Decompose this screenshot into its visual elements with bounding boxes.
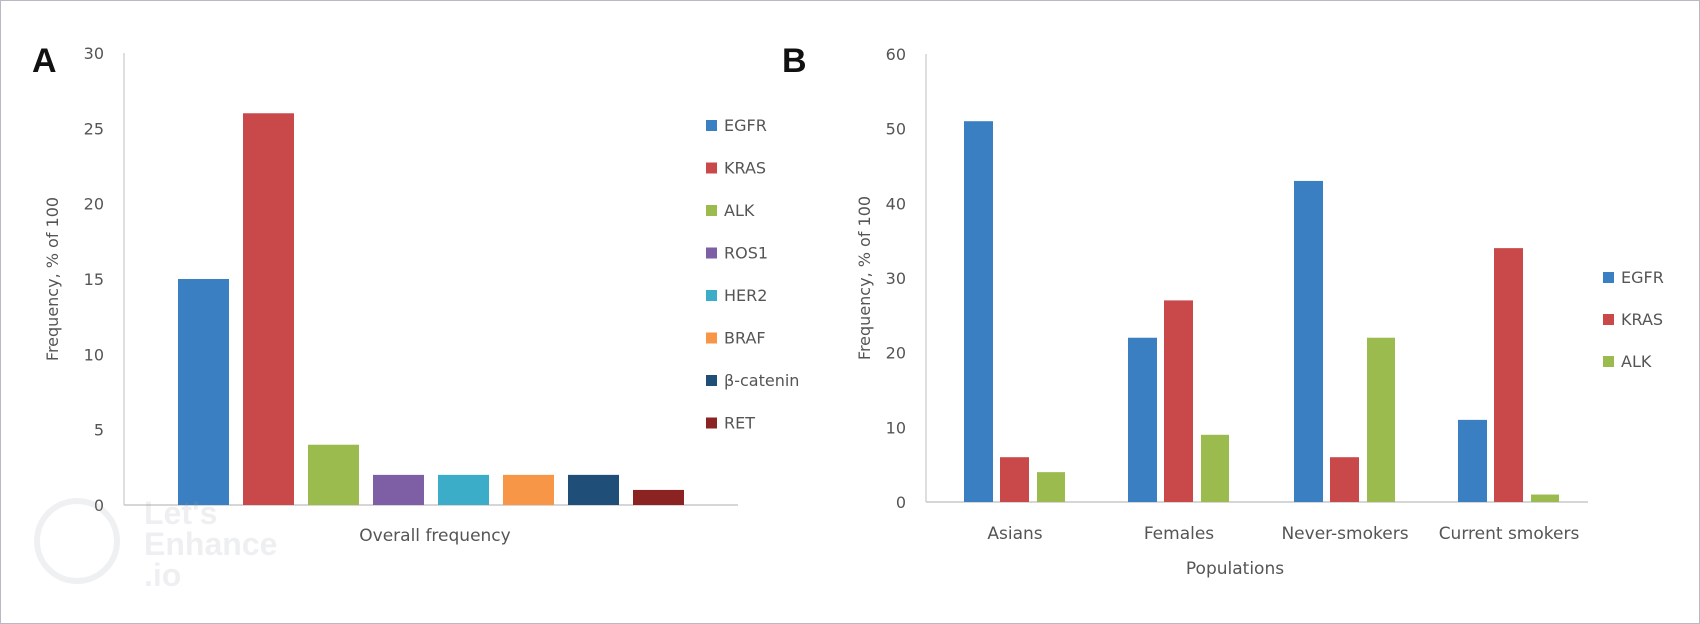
bar-her2 — [438, 474, 489, 505]
y-tick-label: 20 — [84, 195, 104, 214]
bar-ret — [633, 489, 684, 505]
bar-egfr-females — [1128, 337, 1157, 502]
y-tick-label: 15 — [84, 270, 104, 289]
x-tick-label: Never-smokers — [1281, 524, 1408, 544]
panel-label-a: A — [32, 42, 57, 80]
legend-label-kras: KRAS — [1621, 310, 1663, 329]
legend-label-alk: ALK — [1621, 352, 1652, 371]
legend-swatch-alk — [706, 205, 717, 216]
legend-label-catenin: β-catenin — [724, 371, 799, 390]
legend-label-her2: HER2 — [724, 286, 767, 305]
y-tick-label: 30 — [84, 44, 104, 63]
legend-label-ret: RET — [724, 414, 755, 433]
bar-alk — [308, 444, 359, 505]
legend-swatch-braf — [706, 332, 717, 344]
legend-swatch-ret — [706, 417, 717, 429]
x-axis-label: Overall frequency — [359, 526, 510, 546]
legend-swatch-her2 — [706, 290, 717, 301]
y-tick-label: 10 — [886, 418, 906, 437]
bar-egfr-asians — [964, 121, 993, 502]
legend-swatch-alk — [1603, 356, 1614, 367]
y-tick-label: 10 — [84, 345, 104, 364]
bar-alk-asians — [1037, 472, 1065, 502]
chart-panel-a: A 0 5 10 15 20 25 30 Frequency, % of 100 Overall… — [32, 42, 799, 546]
legend-swatch-kras — [1603, 314, 1614, 325]
chart-panel-b: B 0 10 20 30 40 50 60 Frequency, % of 100 Asians… — [782, 0, 1700, 624]
y-tick-label: 25 — [84, 119, 104, 138]
watermark-logo: Let's Enhance .io — [34, 495, 314, 594]
y-tick-label: 20 — [886, 344, 906, 363]
legend-swatch-egfr — [1603, 272, 1614, 283]
watermark-text: Let's Enhance .io — [144, 495, 278, 593]
x-tick-label: Females — [1144, 524, 1214, 544]
legend-label-kras: KRAS — [724, 159, 766, 178]
y-tick-label: 50 — [886, 120, 906, 139]
watermark-circle-icon — [34, 498, 120, 584]
legend-label-egfr: EGFR — [1621, 268, 1664, 287]
bar-ros1 — [373, 474, 424, 505]
x-tick-label: Current smokers — [1439, 524, 1580, 544]
legend-swatch-egfr — [706, 120, 717, 131]
panel-label-b: B — [782, 42, 807, 80]
legend-swatch-catenin — [706, 375, 717, 386]
x-axis-label: Populations — [1186, 559, 1284, 579]
x-tick-label: Asians — [987, 524, 1042, 544]
legend-label-alk: ALK — [724, 201, 755, 220]
bar-kras-females — [1164, 300, 1193, 502]
bar-egfr — [178, 279, 229, 505]
legend-label-egfr: EGFR — [724, 116, 767, 135]
bar-kras-current-smokers — [1494, 248, 1523, 502]
bar-egfr-never-smokers — [1294, 180, 1323, 502]
bar-kras-asians — [1000, 457, 1029, 502]
bar-egfr-current-smokers — [1458, 419, 1487, 502]
bar-chart-b: 0 10 20 30 40 50 60 Frequency, % of 100 Asians Fe… — [855, 45, 1664, 579]
y-axis-label: Frequency, % of 100 — [43, 197, 62, 361]
y-tick-label: 40 — [886, 194, 906, 213]
y-axis-label: Frequency, % of 100 — [855, 196, 874, 360]
y-tick-label: 60 — [886, 45, 906, 64]
y-tick-label: 0 — [896, 493, 906, 512]
bar-alk-current-smokers — [1531, 494, 1559, 502]
bar-catenin — [568, 474, 619, 505]
bar-braf — [503, 474, 554, 505]
bar-kras — [243, 113, 294, 506]
legend-swatch-kras — [706, 162, 717, 174]
y-tick-label: 5 — [94, 421, 104, 440]
bar-alk-females — [1201, 434, 1229, 502]
y-tick-label: 30 — [886, 269, 906, 288]
bar-kras-never-smokers — [1330, 457, 1359, 502]
legend-swatch-ros1 — [706, 247, 717, 259]
legend-label-braf: BRAF — [724, 329, 766, 348]
bar-alk-never-smokers — [1367, 337, 1395, 502]
legend-label-ros1: ROS1 — [724, 244, 768, 263]
